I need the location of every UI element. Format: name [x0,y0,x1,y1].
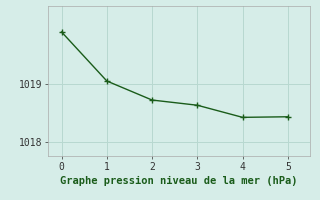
X-axis label: Graphe pression niveau de la mer (hPa): Graphe pression niveau de la mer (hPa) [60,176,298,186]
